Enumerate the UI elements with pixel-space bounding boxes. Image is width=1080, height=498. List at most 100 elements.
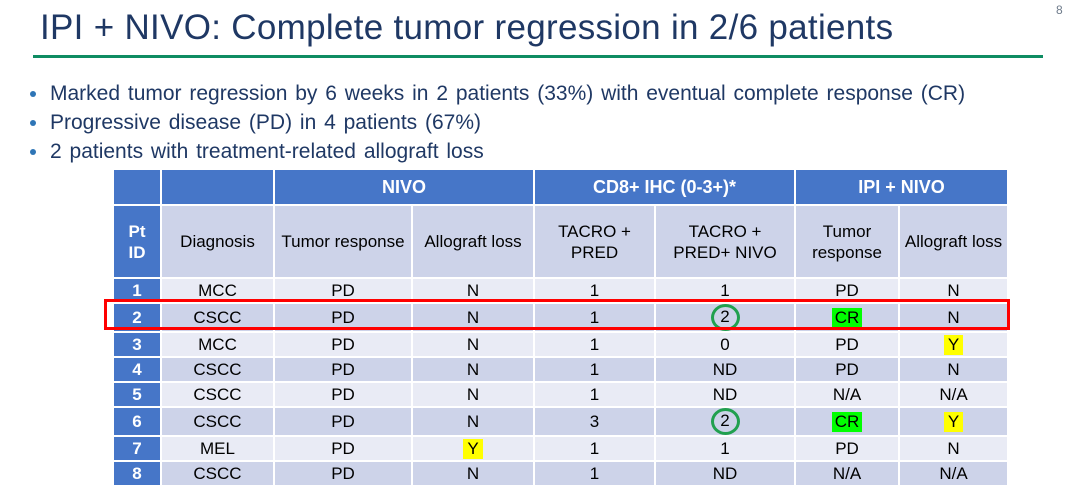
table-cell: Y bbox=[410, 435, 536, 462]
table-cell: PD bbox=[794, 277, 901, 304]
table-group-header-row: NIVO CD8+ IHC (0-3+)* IPI + NIVO bbox=[112, 168, 1010, 206]
cell-value: N bbox=[466, 334, 480, 354]
cell-value: CSCC bbox=[193, 384, 242, 404]
table-cell: N bbox=[410, 302, 536, 333]
table-cell: 1 bbox=[533, 331, 657, 358]
table-cell: N bbox=[410, 460, 536, 487]
green-highlighted-value: CR bbox=[831, 307, 863, 328]
column-header-tacro-pred: TACRO + PRED bbox=[533, 204, 657, 279]
table-cell: MEL bbox=[160, 435, 275, 462]
cell-value: N bbox=[947, 307, 960, 327]
table-cell: N/A bbox=[794, 460, 901, 487]
cell-value: N bbox=[466, 463, 480, 483]
table-row: 7 MEL PD Y 1 1 PD N bbox=[112, 435, 1010, 462]
cell-value: N bbox=[466, 307, 480, 327]
green-highlighted-value: CR bbox=[831, 411, 863, 432]
table-cell: 2 bbox=[654, 406, 797, 437]
pt-id-cell: 5 bbox=[112, 381, 162, 408]
table-cell: 3 bbox=[533, 406, 657, 437]
cell-value: N bbox=[466, 384, 480, 404]
table-cell: CR bbox=[794, 406, 901, 437]
table-cell: MCC bbox=[160, 331, 275, 358]
cell-value: MCC bbox=[198, 334, 237, 354]
pt-id-cell: 2 bbox=[112, 302, 162, 333]
table-cell: N bbox=[410, 406, 536, 437]
table-cell: 1 bbox=[533, 302, 657, 333]
table-cell: 0 bbox=[654, 331, 797, 358]
cell-value: CSCC bbox=[193, 463, 242, 483]
column-header-allograft-loss-nivo: Allograft loss bbox=[410, 204, 536, 279]
table-cell: PD bbox=[273, 331, 413, 358]
cell-value: 1 bbox=[589, 438, 600, 458]
cell-value: N/A bbox=[832, 463, 862, 483]
cell-value: N bbox=[947, 280, 960, 300]
table-column-header-row: Pt ID Diagnosis Tumor response Allograft… bbox=[112, 204, 1010, 279]
bullet-text: Progressive disease (PD) in 4 patients (… bbox=[50, 111, 482, 134]
group-header-cd8-ihc: CD8+ IHC (0-3+)* bbox=[533, 168, 797, 206]
cell-value: CSCC bbox=[193, 359, 242, 379]
table-row: 8 CSCC PD N 1 ND N/A N/A bbox=[112, 460, 1010, 487]
cell-value: N/A bbox=[939, 384, 968, 404]
cell-value: 1 bbox=[589, 384, 600, 404]
table-row: 2 CSCC PD N 1 2 CR N bbox=[112, 302, 1010, 333]
table-cell: PD bbox=[273, 406, 413, 437]
table-row: 5 CSCC PD N 1 ND N/A N/A bbox=[112, 381, 1010, 408]
table-body: 1 MCC PD N 1 1 PD N 2 CSCC PD N 1 2 CR N 3 MCC PD N 1 0 PD Y 4 CS… bbox=[112, 277, 1010, 487]
table-cell: 1 bbox=[533, 381, 657, 408]
table-cell: N bbox=[898, 435, 1010, 462]
table-cell: 1 bbox=[533, 356, 657, 383]
cell-value: CSCC bbox=[193, 411, 242, 431]
cell-value: ND bbox=[712, 463, 738, 483]
table-cell: 1 bbox=[533, 277, 657, 304]
table-cell: PD bbox=[794, 356, 901, 383]
cell-value: CSCC bbox=[193, 307, 242, 327]
pt-id-cell: 3 bbox=[112, 331, 162, 358]
cell-value: N bbox=[947, 359, 960, 379]
table-cell: N bbox=[410, 277, 536, 304]
table-cell: CSCC bbox=[160, 356, 275, 383]
yellow-highlighted-value: Y bbox=[463, 438, 483, 459]
group-header-ipi-nivo: IPI + NIVO bbox=[794, 168, 1010, 206]
table-cell: PD bbox=[273, 277, 413, 304]
column-header-allograft-loss-ipi: Allograft loss bbox=[898, 204, 1010, 279]
table-cell: N bbox=[898, 277, 1010, 304]
table-cell: 1 bbox=[533, 435, 657, 462]
cell-value: N/A bbox=[832, 384, 862, 404]
green-circled-value: 2 bbox=[710, 408, 740, 435]
cell-value: PD bbox=[331, 411, 355, 431]
table-row: 6 CSCC PD N 3 2 CR Y bbox=[112, 406, 1010, 437]
cell-value: 0 bbox=[720, 334, 730, 354]
bullet-icon bbox=[30, 149, 36, 155]
cell-value: PD bbox=[835, 334, 859, 354]
cell-value: PD bbox=[331, 280, 355, 300]
cell-value: 1 bbox=[589, 307, 600, 327]
column-header-pt-id: Pt ID bbox=[112, 204, 162, 279]
green-circled-value: 2 bbox=[710, 304, 740, 331]
table-cell: N/A bbox=[898, 381, 1010, 408]
yellow-highlighted-value: Y bbox=[943, 411, 964, 432]
table-cell: 1 bbox=[654, 277, 797, 304]
column-header-diagnosis: Diagnosis bbox=[160, 204, 275, 279]
table-cell: CR bbox=[794, 302, 901, 333]
cell-value: N bbox=[466, 280, 480, 300]
cell-value: N bbox=[466, 359, 480, 379]
table-cell: N/A bbox=[794, 381, 901, 408]
cell-value: PD bbox=[835, 280, 859, 300]
cell-value: MEL bbox=[200, 438, 235, 458]
cell-value: 1 bbox=[589, 359, 600, 379]
bullet-icon bbox=[30, 91, 36, 97]
page-title: IPI + NIVO: Complete tumor regression in… bbox=[40, 8, 894, 47]
pt-id-cell: 7 bbox=[112, 435, 162, 462]
column-header-tumor-response-nivo: Tumor response bbox=[273, 204, 413, 279]
cell-value: N bbox=[947, 438, 960, 458]
cell-value: PD bbox=[331, 359, 355, 379]
cell-value: 1 bbox=[720, 280, 730, 300]
table-cell: PD bbox=[273, 302, 413, 333]
page-number: 8 bbox=[1056, 3, 1063, 17]
table-cell: PD bbox=[794, 435, 901, 462]
cell-value: PD bbox=[331, 438, 355, 458]
cell-value: PD bbox=[331, 307, 355, 327]
table-cell: 2 bbox=[654, 302, 797, 333]
table-cell: PD bbox=[273, 381, 413, 408]
